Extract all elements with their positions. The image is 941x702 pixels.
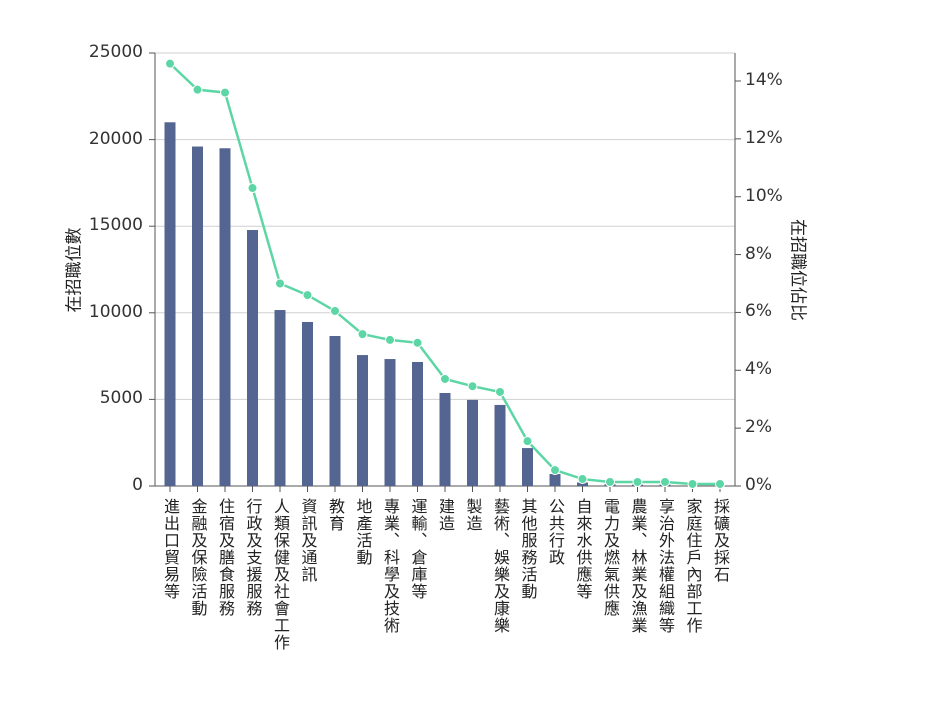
bar <box>302 321 313 486</box>
x-tick-label: 金融及保險活動 <box>188 498 208 617</box>
line-point <box>495 386 505 397</box>
line-point <box>467 381 478 392</box>
y2-tick-label: 6% <box>745 301 772 322</box>
x-tick-label: 人類保健及社會工作 <box>271 498 290 651</box>
y2-axis-label: 在招職位佔比 <box>787 219 808 321</box>
x-tick-label: 專業、科學及技術 <box>381 498 400 634</box>
line-point <box>192 84 203 95</box>
y2-tick-label: 10% <box>745 185 783 206</box>
line-point <box>632 476 643 487</box>
x-tick-label: 其他服務活動 <box>518 498 538 600</box>
x-tick-label: 採礦及採石 <box>711 498 730 583</box>
x-tick-label: 進出口貿易等 <box>161 498 180 600</box>
line-point <box>522 436 533 447</box>
bar <box>494 404 506 486</box>
y-tick-label: 15000 <box>88 215 143 236</box>
x-tick-label: 教育 <box>326 498 345 532</box>
line-point <box>605 476 615 487</box>
bar <box>329 336 341 486</box>
line-point <box>660 476 670 487</box>
bar <box>577 482 588 486</box>
y-axis-label: 在招職位數 <box>64 227 85 313</box>
y2-tick-label: 4% <box>745 359 772 380</box>
y2-tick-label: 8% <box>745 243 772 264</box>
line-point <box>220 87 230 98</box>
line-point <box>715 478 725 489</box>
y-tick-label: 20000 <box>88 128 143 149</box>
x-tick-label: 運輸、倉庫等 <box>408 498 428 600</box>
bar <box>549 474 561 486</box>
y2-tick-label: 2% <box>745 417 772 438</box>
line-point <box>302 290 313 301</box>
x-tick-label: 資訊及通訊 <box>298 498 318 583</box>
line-point <box>687 478 698 489</box>
x-tick-label: 公共行政 <box>546 498 565 566</box>
y2-tick-label: 12% <box>745 127 783 148</box>
x-tick-label: 家庭住戶內部工作 <box>683 498 703 634</box>
line-point <box>440 373 450 384</box>
bar <box>522 448 533 486</box>
x-tick-label: 製造 <box>463 498 483 532</box>
x-tick-label: 建造 <box>436 498 455 532</box>
y2-tick-label: 14% <box>745 70 783 90</box>
x-tick-label: 行政及支援服務 <box>243 498 263 617</box>
bar <box>247 230 258 486</box>
line-point <box>550 465 560 476</box>
line-point <box>247 183 258 194</box>
bar <box>192 146 203 486</box>
x-tick-label: 自來水供應等 <box>573 498 593 600</box>
x-tick-label: 電力及燃氣供應 <box>601 498 620 617</box>
y-tick-label: 5000 <box>99 388 143 409</box>
bar <box>219 148 231 486</box>
bar <box>357 355 368 486</box>
y-tick-label: 10000 <box>88 301 143 322</box>
line-point <box>275 278 285 289</box>
bar <box>274 310 286 486</box>
x-tick-label: 農業、林業及漁業 <box>628 498 648 634</box>
x-tick-label: 享治外法權組織等 <box>656 498 675 634</box>
bar <box>384 359 396 486</box>
bar <box>164 122 176 486</box>
bar <box>439 392 451 486</box>
line-point <box>412 337 423 348</box>
line-point <box>165 58 175 69</box>
y2-tick-label: 0% <box>745 475 772 495</box>
y-tick-label: 25000 <box>88 42 143 62</box>
x-tick-label: 藝術、娛樂及康樂 <box>491 498 510 634</box>
x-tick-label: 住宿及膳食服務 <box>216 498 235 617</box>
line-point <box>385 334 395 345</box>
line-point <box>577 474 588 485</box>
bar <box>467 399 478 486</box>
line-point <box>330 305 340 316</box>
bar <box>412 361 423 486</box>
line-point <box>357 329 368 340</box>
x-tick-label: 地產活動 <box>353 498 373 566</box>
y-tick-label: 0 <box>132 475 143 495</box>
